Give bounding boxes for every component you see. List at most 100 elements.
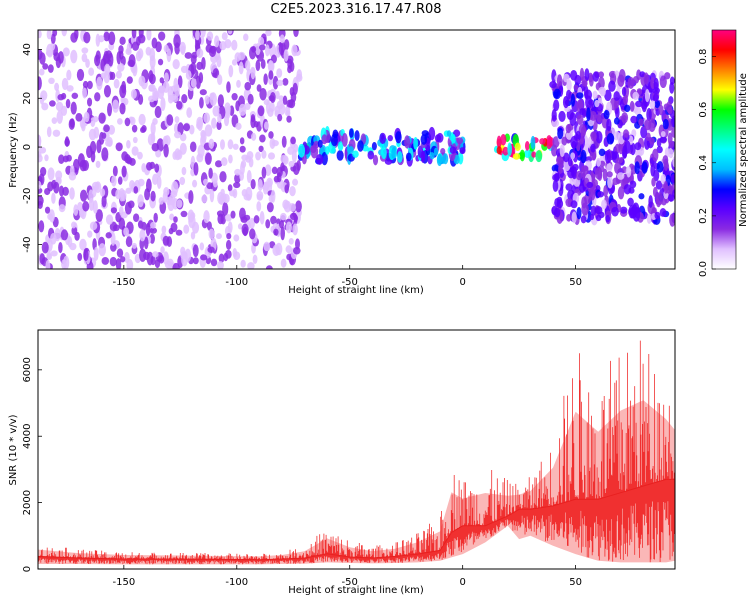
spectrogram-cell <box>652 148 659 162</box>
spectrogram-cell <box>290 136 296 145</box>
spectrogram-cell <box>156 175 162 189</box>
spectrogram-cell <box>603 109 610 120</box>
spectrogram-cell <box>181 94 188 104</box>
spectrogram-cell <box>569 112 577 127</box>
spectrogram-cell <box>669 81 675 94</box>
colorbar-ticks: 0.0 0.2 0.4 0.6 0.8 <box>698 49 716 277</box>
y-tick-label: -20 <box>22 188 33 204</box>
spectrogram-cell <box>101 147 109 161</box>
spectrogram-cell <box>641 161 648 174</box>
spectrogram-cell <box>629 180 637 189</box>
spectrogram-cell <box>87 97 93 107</box>
spectrogram-cell <box>46 253 53 261</box>
spectrogram-cell <box>604 89 612 102</box>
spectrogram-cell <box>256 201 262 212</box>
spectrogram-cell <box>247 93 254 105</box>
spectrogram-cell <box>255 151 261 161</box>
spectrogram-cell <box>196 61 203 71</box>
spectrogram-cell <box>598 148 606 157</box>
spectrogram-cell <box>85 58 90 68</box>
spectrogram-cell <box>190 78 197 88</box>
spectrogram-cell <box>60 105 68 116</box>
spectrogram-cell <box>95 160 101 169</box>
spectrogram-cell <box>79 189 88 202</box>
spectrogram-cell <box>161 225 167 234</box>
spectrogram-cell <box>571 211 577 224</box>
spectrogram-cell <box>176 149 183 160</box>
spectrogram-cell <box>103 84 111 98</box>
spectrogram-cell <box>623 94 629 105</box>
spectrogram-cell <box>64 136 70 147</box>
spectrogram-cell <box>227 221 233 234</box>
spectrogram-cell <box>566 213 572 222</box>
spectrogram-cell <box>200 254 208 261</box>
spectrogram-cell <box>146 30 152 41</box>
spectrogram-cell <box>251 46 257 53</box>
spectrogram-cell <box>38 30 42 39</box>
spectrogram-cell <box>157 58 164 66</box>
spectrogram-cell <box>652 186 658 198</box>
spectrogram-cell <box>237 223 243 230</box>
spectrogram-cell <box>266 202 274 213</box>
spectrogram-cell <box>257 178 263 192</box>
spectrogram-cell <box>79 208 85 218</box>
spectrogram-cell <box>235 122 242 130</box>
spectrogram-cell <box>137 48 144 59</box>
spectrogram-cell <box>596 114 602 123</box>
spectrogram-cell <box>576 206 582 220</box>
spectrogram-cell <box>268 70 274 80</box>
spectrogram-cell <box>147 133 155 146</box>
spectrogram-cell <box>172 262 180 269</box>
spectrogram-cell <box>49 100 56 107</box>
spectrogram-cell <box>255 59 261 72</box>
spectrogram-cell <box>120 189 127 202</box>
spectrogram-cell <box>96 139 102 154</box>
spectrogram-cell <box>47 167 55 181</box>
spectrogram-cell <box>283 49 289 62</box>
spectrogram-cell <box>671 115 675 128</box>
spectrogram-cell <box>601 199 607 210</box>
spectrogram-cell <box>291 44 298 57</box>
snr-frame <box>37 329 676 570</box>
spectrogram-cell <box>169 213 175 221</box>
snr-x-ticks: -150 -100 -50 0 50 <box>112 565 582 588</box>
spectrogram-cell <box>232 143 239 150</box>
spectrogram-cell <box>562 152 570 163</box>
spectrogram-cell <box>58 204 66 213</box>
spectrogram-cell <box>109 256 117 267</box>
spectrogram-cell <box>180 246 186 256</box>
spectrogram-cell <box>565 183 573 191</box>
spectrogram-cell <box>266 177 273 188</box>
spectrogram-cell <box>602 168 608 182</box>
spectrogram-cell <box>210 258 218 267</box>
spectrogram-cell <box>38 220 45 233</box>
spectrogram-cell <box>126 76 133 84</box>
spectrogram-cell <box>61 30 67 37</box>
spectrogram-cell <box>263 121 269 130</box>
spectrogram-cell <box>86 145 93 158</box>
spectrogram-cell <box>638 193 645 200</box>
spectrogram-cell <box>433 147 439 156</box>
spectrogram-cell <box>204 95 210 105</box>
spectrogram-cell <box>672 189 675 198</box>
spectrogram-cell <box>557 127 564 140</box>
spectrogram-cell <box>613 91 621 101</box>
spectrogram-cell <box>562 96 569 109</box>
snr-panel: -150 -100 -50 0 50 0 2000 4000 6000 Height of s… <box>8 329 676 596</box>
spectrogram-cell <box>96 76 103 91</box>
spectrogram-cell <box>181 166 187 176</box>
spectrogram-cell <box>556 156 561 165</box>
spectrogram-cell <box>247 262 255 269</box>
spectrogram-cell <box>143 236 149 250</box>
spectrogram-cell <box>292 178 299 186</box>
spectrogram-cell <box>289 186 296 197</box>
spectrogram-cell <box>594 99 600 108</box>
spectrogram-cell <box>149 55 156 69</box>
spectrogram-cell <box>61 77 69 90</box>
spectrogram-cell <box>139 229 146 242</box>
spectrogram-cell <box>558 110 566 122</box>
spectrogram-cell <box>56 110 63 124</box>
spectrogram-cell <box>310 145 317 154</box>
spectrogram-cell <box>160 246 165 254</box>
spectrogram-cell <box>592 90 598 100</box>
